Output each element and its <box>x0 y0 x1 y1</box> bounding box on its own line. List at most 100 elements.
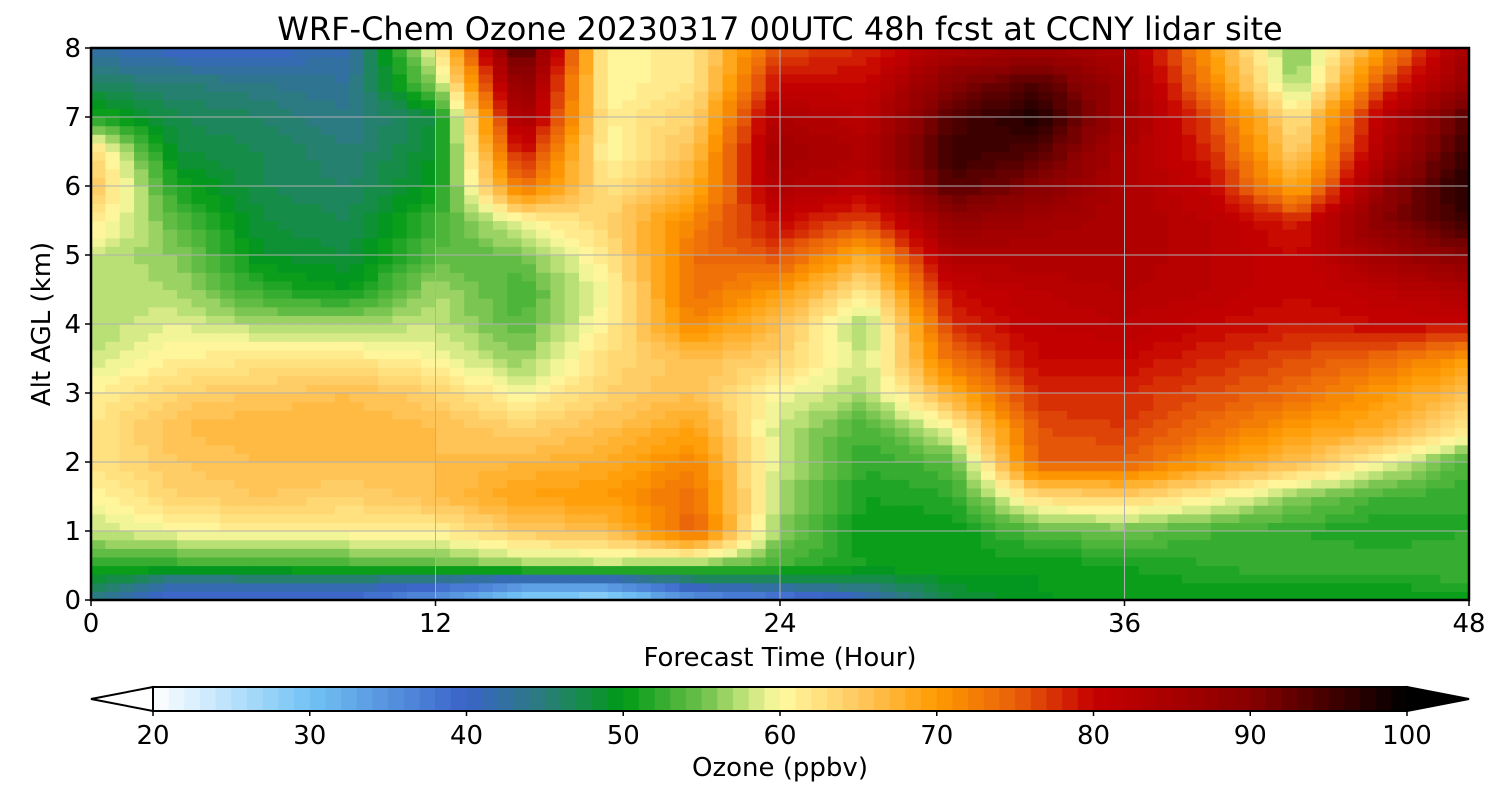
heatmap-cell <box>550 513 566 523</box>
heatmap-cell <box>148 556 164 567</box>
heatmap-cell <box>335 513 350 523</box>
heatmap-cell <box>378 349 394 360</box>
heatmap-cell <box>1196 401 1212 411</box>
heatmap-cell <box>880 522 896 532</box>
heatmap-cell <box>1210 565 1226 575</box>
heatmap-cell <box>248 168 264 178</box>
heatmap-cell <box>1153 522 1169 532</box>
heatmap-cell <box>909 315 925 325</box>
heatmap-cell <box>464 574 480 584</box>
heatmap-cell <box>1440 375 1456 385</box>
heatmap-cell <box>119 410 135 420</box>
heatmap-cell <box>392 384 408 394</box>
heatmap-cell <box>378 393 394 403</box>
heatmap-cell <box>1339 280 1355 291</box>
heatmap-cell <box>1296 565 1312 575</box>
heatmap-cell <box>1153 341 1169 351</box>
heatmap-cell <box>1311 591 1327 601</box>
heatmap-cell <box>593 453 609 463</box>
heatmap-cell <box>1339 237 1355 247</box>
heatmap-cell <box>220 289 236 299</box>
heatmap-cell <box>449 496 465 506</box>
heatmap-cell <box>851 548 867 558</box>
heatmap-cell <box>593 479 609 489</box>
heatmap-cell <box>263 539 279 549</box>
heatmap-cell <box>665 237 681 247</box>
heatmap-cell <box>392 582 408 592</box>
heatmap-cell <box>1382 479 1398 489</box>
heatmap-cell <box>220 298 236 308</box>
heatmap-cell <box>1038 384 1054 394</box>
heatmap-cell <box>622 237 638 247</box>
heatmap-cell <box>1339 160 1355 170</box>
heatmap-cell <box>952 358 968 368</box>
heatmap-cell <box>263 229 279 239</box>
heatmap-cell <box>119 393 135 403</box>
heatmap-cell <box>593 358 609 368</box>
heatmap-cell <box>1382 401 1398 411</box>
heatmap-cell <box>392 298 408 308</box>
heatmap-cell <box>1253 513 1269 523</box>
heatmap-cell <box>335 539 350 549</box>
heatmap-cell <box>650 160 666 170</box>
heatmap-cell <box>1081 393 1097 403</box>
heatmap-cell <box>866 384 882 394</box>
heatmap-cell <box>478 263 494 273</box>
heatmap-cell <box>622 315 638 325</box>
heatmap-cell <box>736 332 752 342</box>
heatmap-cell <box>349 436 365 446</box>
heatmap-cell <box>1024 427 1039 437</box>
heatmap-cell <box>291 539 307 549</box>
heatmap-cell <box>535 375 551 385</box>
heatmap-cell <box>392 168 408 178</box>
heatmap-cell <box>492 349 508 360</box>
heatmap-cell <box>765 462 781 472</box>
heatmap-cell <box>421 151 437 161</box>
heatmap-cell <box>378 522 394 532</box>
heatmap-cell <box>392 574 408 584</box>
heatmap-cell <box>622 565 638 575</box>
heatmap-cell <box>1210 401 1226 411</box>
heatmap-cell <box>794 246 810 256</box>
heatmap-cell <box>1339 591 1355 601</box>
heatmap-cell <box>306 393 322 403</box>
heatmap-cell <box>119 229 135 239</box>
heatmap-cell <box>191 556 207 567</box>
heatmap-cell <box>1153 582 1169 592</box>
heatmap-cell <box>1425 280 1441 291</box>
heatmap-cell <box>952 470 968 480</box>
heatmap-cell <box>177 479 193 489</box>
heatmap-cell <box>1311 401 1327 411</box>
heatmap-cell <box>277 548 293 558</box>
heatmap-cell <box>1224 246 1240 256</box>
heatmap-cell <box>1411 531 1427 541</box>
heatmap-cell <box>1095 289 1111 299</box>
heatmap-cell <box>1411 410 1427 420</box>
heatmap-cell <box>535 393 551 403</box>
heatmap-cell <box>449 220 465 230</box>
heatmap-cell <box>708 453 724 463</box>
heatmap-cell <box>248 522 264 532</box>
heatmap-cell <box>277 444 293 454</box>
heatmap-cell <box>162 574 178 584</box>
heatmap-cell <box>492 160 508 170</box>
heatmap-cell <box>1239 410 1255 420</box>
heatmap-cell <box>1454 332 1470 342</box>
heatmap-cell <box>105 401 121 411</box>
heatmap-cell <box>794 341 810 351</box>
heatmap-cell <box>1268 479 1283 489</box>
heatmap-cell <box>320 177 336 187</box>
heatmap-cell <box>162 255 178 265</box>
heatmap-cell <box>134 142 150 153</box>
heatmap-cell <box>1282 548 1298 558</box>
heatmap-cell <box>909 505 925 515</box>
heatmap-cell <box>952 401 968 411</box>
heatmap-cell <box>148 565 164 575</box>
heatmap-cell <box>693 436 709 446</box>
heatmap-cell <box>162 324 178 334</box>
heatmap-cell <box>995 427 1011 437</box>
heatmap-cell <box>622 246 638 256</box>
heatmap-cell <box>1325 280 1341 291</box>
heatmap-cell <box>1253 574 1269 584</box>
heatmap-cell <box>535 151 551 161</box>
